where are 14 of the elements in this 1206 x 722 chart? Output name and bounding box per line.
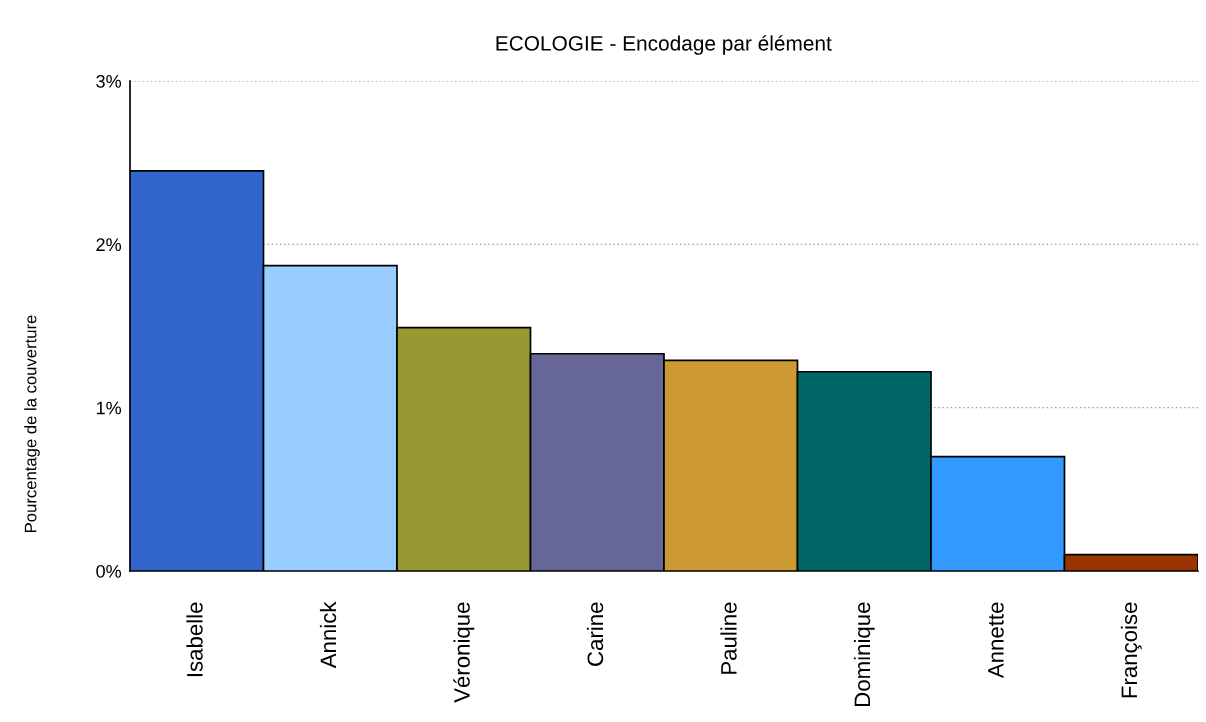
x-tick-label: Isabelle	[186, 602, 203, 677]
x-tick-label: Pauline	[720, 602, 737, 674]
x-tick-label: Véronique	[453, 602, 475, 703]
y-axis-title: Pourcentage de la couverture	[24, 315, 40, 532]
x-tick-label: Dominique	[853, 602, 875, 706]
y-tick-label: 2%	[96, 238, 122, 251]
x-tick-label: Françoise	[1120, 602, 1142, 698]
x-tick-label: Annette	[988, 602, 1004, 679]
y-tick-label: 1%	[96, 401, 122, 415]
x-tick-label: Annick	[319, 601, 337, 669]
chart-title: ECOLOGIE - Encodage par élément	[496, 35, 832, 55]
y-tick-label: 0%	[96, 564, 122, 578]
y-tick-label: 3%	[96, 74, 122, 88]
x-tick-label: Carine	[586, 602, 604, 666]
